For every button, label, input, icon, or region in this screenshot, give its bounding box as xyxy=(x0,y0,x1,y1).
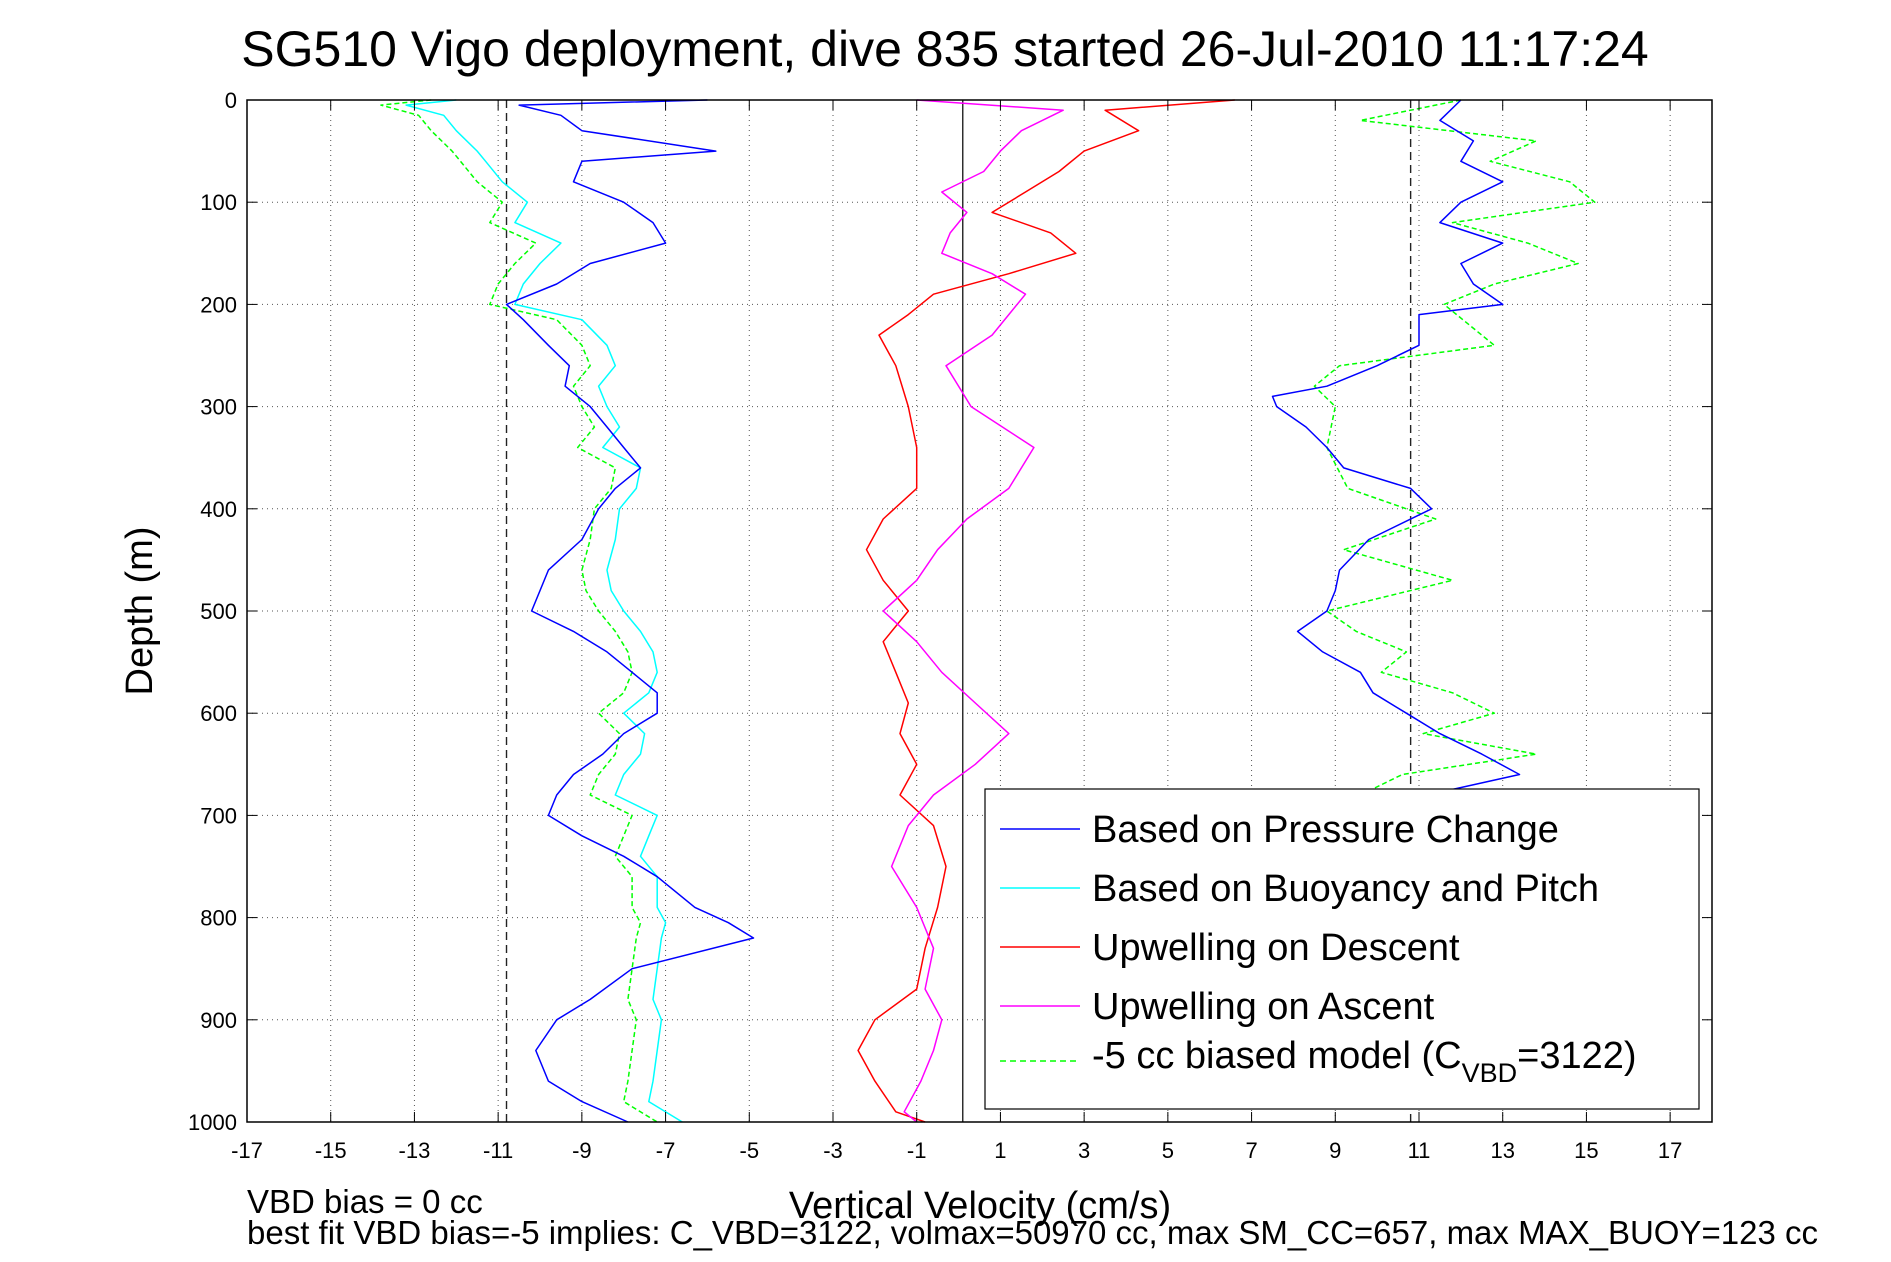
y-tick-label: 700 xyxy=(200,803,237,828)
y-tick-label: 400 xyxy=(200,497,237,522)
x-tick-label: 1 xyxy=(994,1138,1006,1163)
y-axis-label: Depth (m) xyxy=(119,527,161,696)
x-tick-label: -9 xyxy=(572,1138,592,1163)
x-tick-label: 11 xyxy=(1408,1138,1431,1163)
series-line-1 xyxy=(405,99,683,1123)
y-tick-label: 100 xyxy=(200,190,237,215)
legend-label-biased-model: -5 cc biased model (CVBD=3122) xyxy=(1092,1035,1637,1088)
footnote-line-1: VBD bias = 0 cc xyxy=(247,1183,483,1220)
legend-box xyxy=(984,788,1700,1110)
y-tick-label: 800 xyxy=(200,906,237,931)
legend-label-3: Upwelling on Ascent xyxy=(1092,986,1435,1028)
x-tick-label: 5 xyxy=(1162,1138,1174,1163)
y-tick-label: 1000 xyxy=(188,1110,237,1135)
legend-label-2: Upwelling on Descent xyxy=(1092,927,1460,969)
series-line-6 xyxy=(1271,99,1521,817)
y-tick-label: 500 xyxy=(200,599,237,624)
legend-label-0: Based on Pressure Change xyxy=(1092,809,1559,851)
x-tick-label: 7 xyxy=(1245,1138,1257,1163)
series-line-2 xyxy=(857,99,1235,1123)
y-axis-ticks: 0 100 200 300 400 500 600 700 800 900 1000 xyxy=(188,88,1712,1135)
series-layer xyxy=(380,99,1596,1123)
x-tick-label: -11 xyxy=(483,1138,513,1163)
legend-label-1: Based on Buoyancy and Pitch xyxy=(1092,868,1599,910)
x-tick-label: 15 xyxy=(1574,1138,1598,1163)
x-tick-label: 9 xyxy=(1329,1138,1341,1163)
y-tick-label: 200 xyxy=(200,292,237,317)
x-axis-label: Vertical Velocity (cm/s) xyxy=(789,1185,1171,1227)
y-tick-label: 300 xyxy=(200,395,237,420)
x-tick-label: 13 xyxy=(1490,1138,1514,1163)
series-line-4 xyxy=(380,99,658,1123)
x-tick-label: -3 xyxy=(823,1138,843,1163)
x-axis-ticks: -17 -15 -13 -11 -9 -7 -5 -3 -1 1 3 5 7 9 11 13 15 17 xyxy=(231,100,1682,1163)
x-tick-label: -1 xyxy=(907,1138,927,1163)
y-tick-label: 600 xyxy=(200,701,237,726)
x-tick-label: 17 xyxy=(1658,1138,1682,1163)
x-tick-label: -13 xyxy=(399,1138,431,1163)
x-tick-label: -15 xyxy=(315,1138,347,1163)
x-tick-label: -17 xyxy=(231,1138,263,1163)
series-line-3 xyxy=(882,99,1064,1123)
y-tick-label: 0 xyxy=(225,88,237,113)
x-tick-label: -7 xyxy=(656,1138,676,1163)
series-line-0 xyxy=(505,99,755,1123)
y-tick-label: 900 xyxy=(200,1008,237,1033)
chart-title: SG510 Vigo deployment, dive 835 started … xyxy=(241,21,1648,77)
footnote-line-2: best fit VBD bias=-5 implies: C_VBD=3122… xyxy=(247,1214,1818,1251)
x-tick-label: 3 xyxy=(1078,1138,1090,1163)
legend: Based on Pressure Change Based on Buoyanc… xyxy=(984,788,1700,1110)
x-tick-label: -5 xyxy=(740,1138,760,1163)
